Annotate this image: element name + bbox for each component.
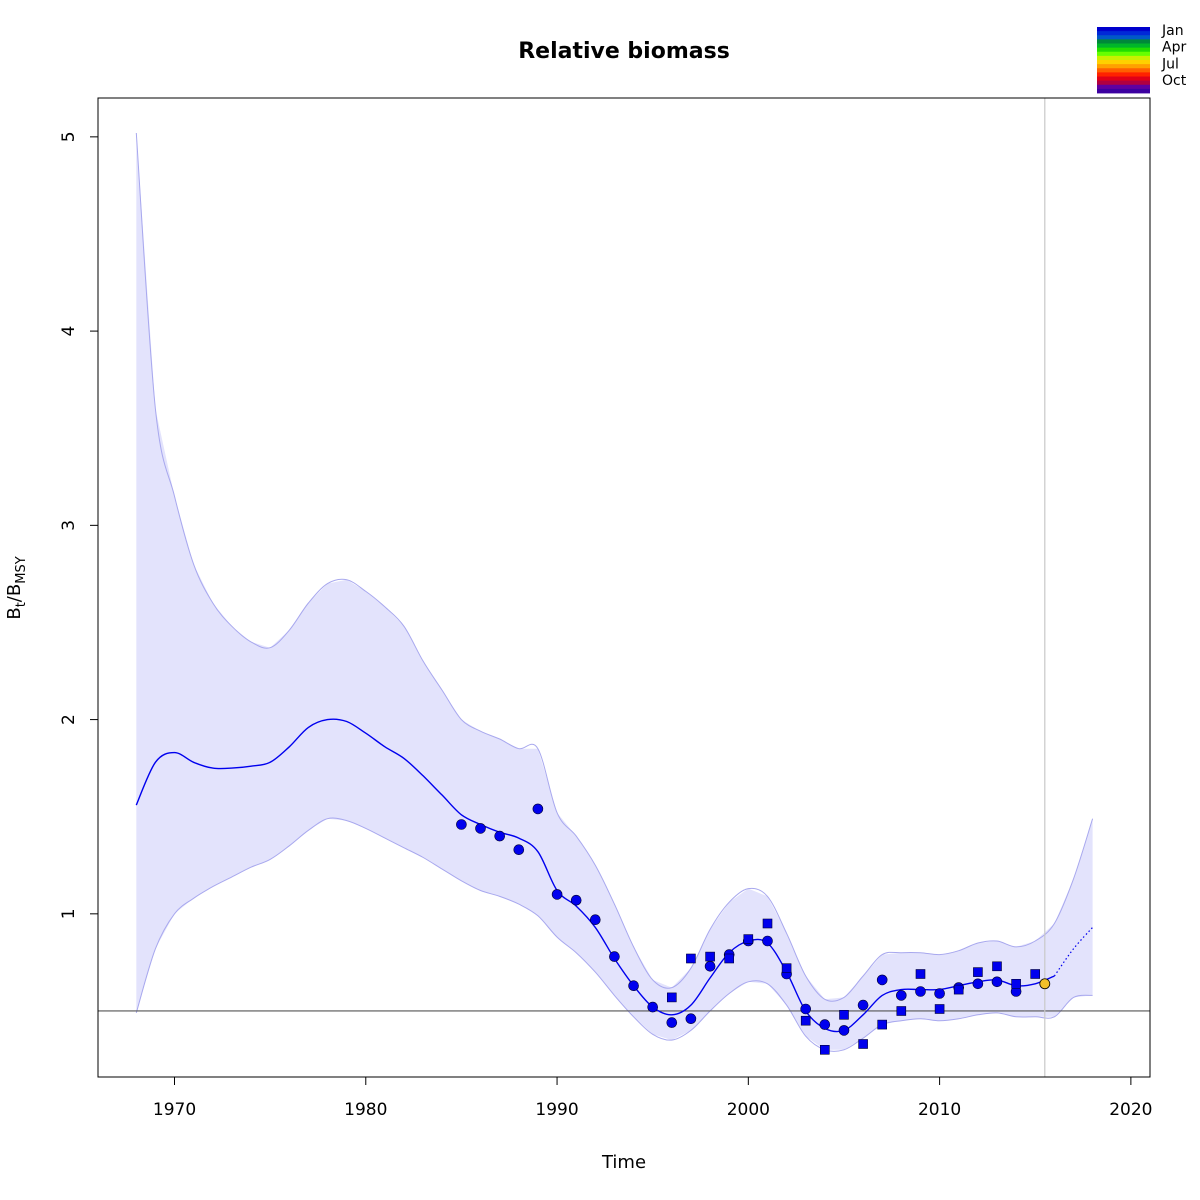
ci-lower-line [135,817,1093,1052]
index2-point [705,951,715,962]
index1-point [972,978,984,990]
index1-point [475,823,486,834]
index1-point [609,951,620,962]
index1-point [704,960,716,972]
ci-upper-line [135,132,1094,1002]
index2-point [819,1045,830,1055]
estimate-line [135,718,1055,1033]
legend-swatch [1097,88,1150,94]
index2-point [934,1004,945,1014]
index1-point [532,803,544,815]
x-tick-label: 1980 [344,1100,387,1120]
legend-swatch [1097,80,1150,86]
y-axis-label: Bt/BMSY [4,556,29,619]
index1-point [857,999,869,1011]
legend-swatch [1097,84,1150,90]
index2-point [992,961,1002,972]
index2-point [743,934,754,944]
index2-point [839,1009,849,1020]
legend-label: Oct [1162,73,1187,89]
index2-point [1030,969,1040,979]
index1-point [647,1001,659,1013]
index2-point [1011,978,1021,989]
legend-swatch [1097,76,1150,82]
legend-swatch [1097,27,1150,32]
x-tick-label: 1970 [153,1100,196,1120]
x-tick-label: 2000 [727,1100,770,1120]
x-tick-label: 2010 [918,1100,961,1120]
legend-swatch [1097,31,1150,36]
current-state-point [1039,978,1051,990]
index2-point [896,1006,907,1016]
index1-point [589,914,601,926]
index1-point [570,894,582,906]
index2-point [724,953,735,964]
index1-point [991,976,1003,988]
confidence-band [136,133,1093,1050]
index1-point [838,1025,850,1036]
index1-point [551,889,563,900]
y-tick-label: 5 [59,131,79,142]
prediction-line [1053,927,1094,977]
index2-point [686,953,696,964]
legend-swatch [1097,35,1150,40]
y-tick-label: 2 [59,714,79,725]
x-axis-label: Time [601,1152,646,1173]
y-axis: 1 2 3 4 5 [59,131,99,919]
index2-point [858,1039,868,1049]
index1-point [666,1017,678,1028]
y-tick-label: 3 [59,520,79,531]
legend-swatch [1097,60,1150,65]
x-axis: 1970 1980 1990 2000 2010 2020 [153,1076,1153,1120]
x-tick-label: 2020 [1109,1100,1152,1120]
index2-point [973,967,983,977]
y-tick-label: 4 [59,326,79,337]
legend-label: Jul [1161,56,1179,72]
legend-swatch [1097,47,1150,53]
legend-label: Apr [1162,40,1186,56]
legend-label: Jan [1161,23,1184,39]
index1-point [762,935,773,947]
index2-point [915,969,926,979]
index1-point [513,844,525,856]
index1-point [494,830,506,842]
x-tick-label: 1990 [535,1100,578,1120]
index2-point [800,1015,811,1026]
legend-swatch [1097,39,1150,44]
index1-point [915,986,926,997]
index1-point [628,980,639,992]
index2-point [781,963,792,974]
legend-swatch [1097,51,1150,57]
index2-point [877,1019,888,1030]
index1-point [819,1019,831,1030]
legend-swatch [1097,72,1150,77]
legend-swatch [1097,55,1150,61]
index2-point [953,984,964,995]
legend-swatch [1097,64,1150,69]
index1-point [456,819,467,830]
index1-point [895,990,907,1001]
index1-point [934,988,945,999]
index1-point [685,1013,697,1025]
y-tick-label: 1 [59,908,79,919]
index1-point [800,1003,812,1015]
chart-title: Relative biomass [518,39,730,64]
plot-area [98,98,1150,1077]
legend-swatch [1097,43,1150,49]
index2-point [762,918,773,929]
legend-swatch [1097,68,1150,73]
index1-point [876,974,888,986]
index2-point [666,992,677,1003]
